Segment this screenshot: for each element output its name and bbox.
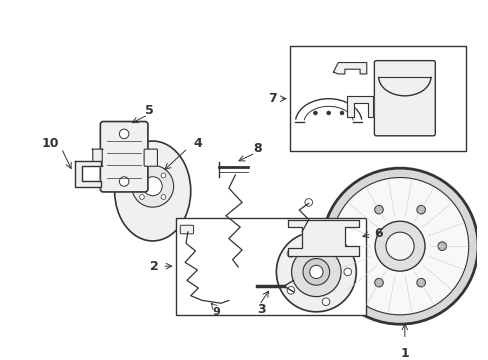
Text: 6: 6	[373, 227, 382, 240]
Text: 1: 1	[400, 347, 408, 360]
Circle shape	[139, 173, 144, 178]
Circle shape	[322, 168, 477, 324]
Circle shape	[276, 232, 356, 312]
Text: 3: 3	[256, 303, 265, 316]
Circle shape	[416, 206, 425, 214]
Circle shape	[374, 221, 424, 271]
FancyBboxPatch shape	[92, 149, 103, 166]
Text: 10: 10	[41, 137, 59, 150]
Circle shape	[345, 234, 353, 242]
Circle shape	[313, 111, 317, 115]
Circle shape	[234, 264, 242, 272]
Circle shape	[374, 278, 383, 287]
Circle shape	[305, 199, 312, 206]
FancyBboxPatch shape	[374, 60, 434, 136]
Circle shape	[291, 247, 340, 297]
Circle shape	[326, 111, 330, 115]
Polygon shape	[346, 96, 373, 117]
Ellipse shape	[114, 141, 190, 241]
Circle shape	[303, 258, 329, 285]
Circle shape	[286, 287, 294, 294]
Circle shape	[322, 238, 329, 246]
Circle shape	[161, 195, 165, 199]
Polygon shape	[75, 161, 101, 187]
Circle shape	[139, 195, 144, 199]
Circle shape	[309, 265, 323, 279]
FancyBboxPatch shape	[180, 225, 193, 234]
Circle shape	[416, 278, 425, 287]
Text: 5: 5	[145, 104, 154, 117]
Circle shape	[331, 177, 468, 315]
Circle shape	[343, 268, 351, 276]
Bar	[289, 46, 465, 151]
Text: 2: 2	[150, 260, 159, 273]
Circle shape	[437, 242, 446, 251]
Circle shape	[286, 249, 294, 257]
Polygon shape	[287, 220, 358, 256]
FancyBboxPatch shape	[144, 149, 157, 166]
Circle shape	[385, 232, 413, 260]
Text: 7: 7	[267, 92, 276, 105]
Circle shape	[143, 177, 162, 196]
FancyBboxPatch shape	[100, 122, 148, 192]
Circle shape	[161, 173, 165, 178]
Circle shape	[353, 242, 362, 251]
Circle shape	[293, 234, 301, 242]
Polygon shape	[333, 63, 366, 74]
Circle shape	[119, 129, 129, 139]
Text: 9: 9	[212, 307, 220, 317]
Circle shape	[119, 177, 129, 186]
Bar	[175, 218, 365, 315]
Circle shape	[322, 298, 329, 306]
Text: 4: 4	[193, 137, 202, 150]
Circle shape	[131, 165, 173, 207]
Circle shape	[374, 206, 383, 214]
Circle shape	[340, 111, 343, 115]
Text: 8: 8	[252, 142, 261, 155]
